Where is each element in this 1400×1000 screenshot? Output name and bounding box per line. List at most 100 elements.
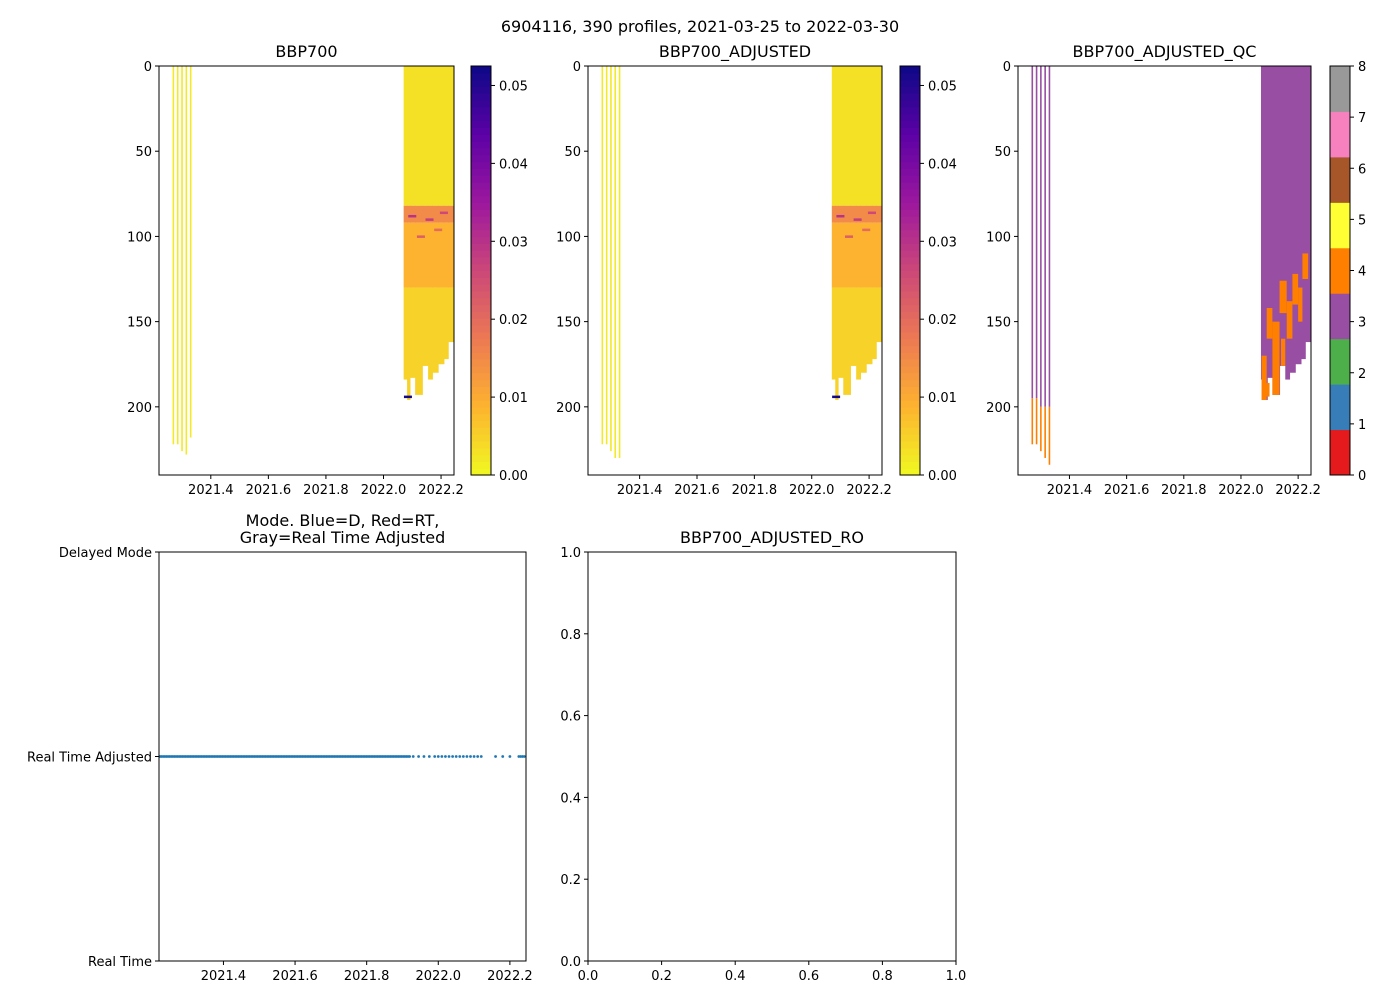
bbp700_adjusted-bloom-cell-7-3 [866, 287, 873, 365]
bbp700_adjusted-colorbar-segment [900, 270, 920, 278]
bbp700_adjusted-bloom-cell-9-2 [876, 222, 882, 288]
bbp700-colorbar-segment [471, 318, 491, 326]
mode-point [436, 755, 440, 758]
bbp700_adjusted-bloom-cell-3-1 [843, 205, 851, 223]
bbp700-bloom-cell-8-2 [443, 222, 449, 288]
bbp700-colorbar-segment [471, 440, 491, 449]
bbp700-bloom-cell-6-2 [432, 222, 439, 288]
bbp700_adjusted-bloom-cell-3-2 [843, 222, 851, 288]
bbp700-colorbar-segment [471, 93, 491, 101]
bbp700_adjusted_qc-colorbar-tick-label: 7 [1358, 111, 1366, 126]
bbp700_adjusted-colorbar-segment [900, 420, 920, 428]
bbp700_adjusted_qc-xtick-label: 2021.8 [1161, 483, 1207, 498]
bbp700-colorbar-segment [471, 202, 491, 210]
mode-point [458, 755, 462, 758]
bbp700-xtick-label: 2021.8 [303, 483, 349, 498]
bbp700_adjusted-colorbar-tick-label: 0.04 [928, 157, 957, 172]
bbp700-colorbar-segment [471, 215, 491, 224]
bbp700_adjusted_ro-xtick-label: 0.8 [872, 969, 893, 984]
bbp700_adjusted-colorbar-segment [900, 365, 920, 374]
mode-point [408, 755, 411, 758]
bbp700_adjusted-bloom-cell-3-0 [843, 66, 851, 206]
bbp700-colorbar-segment [471, 195, 491, 203]
figure-suptitle: 6904116, 390 profiles, 2021-03-25 to 202… [501, 17, 899, 36]
bbp700_adjusted-colorbar-segment [900, 372, 920, 381]
bbp700-colorbar-segment [471, 188, 491, 197]
mode-point [451, 755, 454, 758]
bbp700-profile-4 [189, 66, 192, 438]
bbp700-ytick-label: 50 [135, 145, 152, 160]
bbp700-colorbar-segment [471, 311, 491, 319]
bbp700_adjusted_qc-flag-patch-5 [1292, 273, 1299, 305]
bbp700_adjusted-bloom-cell-9-3 [876, 287, 882, 343]
mode-title-line-1: Mode. Blue=D, Red=RT, [246, 511, 440, 530]
bbp700_adjusted-colorbar-segment [900, 461, 920, 469]
bbp700_adjusted-bloom-cell-1-3 [835, 287, 839, 401]
bbp700_adjusted_qc-profile-0-shallow [1031, 66, 1034, 399]
bbp700_adjusted-colorbar-segment [900, 195, 920, 203]
bbp700-streak-0 [408, 214, 417, 218]
bbp700_adjusted-bloom-cell-0-2 [831, 222, 836, 288]
bbp700_adjusted-colorbar-segment [900, 147, 920, 156]
bbp700_adjusted-bloom-cell-8-2 [871, 222, 877, 288]
mode-title-line-2: Gray=Real Time Adjusted [240, 528, 446, 547]
bbp700-bloom-cell-7-0 [438, 66, 445, 206]
bbp700-colorbar-segment [471, 120, 491, 128]
bbp700-bloom-cell-8-0 [443, 66, 449, 206]
bbp700_adjusted-colorbar-tick-label: 0.02 [928, 313, 957, 328]
bbp700-bloom-cell-6-3 [432, 287, 439, 373]
bbp700_adjusted_qc-flag-patch-9 [1280, 338, 1286, 366]
bbp700-bloom-cell-0-1 [403, 205, 408, 223]
bbp700_adjusted_qc-profile-0-deep [1031, 398, 1034, 445]
mode-point [479, 755, 483, 758]
bbp700-streak-5 [403, 395, 412, 399]
bbp700_adjusted_qc-profile-1-shallow [1035, 66, 1038, 399]
mode-point [461, 755, 465, 758]
mode-point [469, 755, 472, 758]
bbp700-bloom-cell-3-0 [415, 66, 423, 206]
bbp700_adjusted-streak-5 [832, 395, 841, 399]
bbp700_adjusted_qc-xtick-label: 2022.0 [1218, 483, 1264, 498]
mode-point [522, 755, 526, 758]
bbp700_adjusted_ro-ytick-label: 0.8 [560, 628, 581, 643]
bbp700-bloom-cell-0-0 [403, 66, 408, 206]
bbp700-bloom-cell-3-2 [415, 222, 423, 288]
bbp700-colorbar-segment [471, 468, 491, 476]
bbp700_adjusted_qc-flag-patch-8 [1262, 382, 1270, 397]
bbp700-colorbar-segment [471, 427, 491, 435]
bbp700_adjusted-colorbar-segment [900, 154, 920, 163]
bbp700_adjusted-colorbar-segment [900, 188, 920, 197]
bbp700_adjusted-colorbar-segment [900, 290, 920, 299]
mode-point [411, 755, 415, 758]
bbp700-bloom-cell-9-0 [448, 66, 454, 206]
bbp700_adjusted-colorbar-segment [900, 297, 920, 306]
bbp700-colorbar-tick-label: 0.03 [499, 235, 528, 250]
bbp700-panel: 2021.4 2021.6 2021.8 2022.0 2022.2 0 50 100 150 2… [127, 42, 528, 498]
bbp700_adjusted-ytick-label: 100 [556, 230, 581, 245]
bbp700_adjusted-panel: 2021.4 2021.6 2021.8 2022.0 2022.2 0 50 100 150 2… [556, 42, 957, 498]
bbp700-colorbar-segment [471, 290, 491, 299]
bbp700_adjusted-bloom-cell-1-0 [835, 66, 839, 206]
bbp700_adjusted-bloom-cell-2-0 [838, 66, 844, 206]
bbp700-colorbar-tick-label: 0.04 [499, 157, 528, 172]
bbp700_adjusted-colorbar-segment [900, 331, 920, 340]
bbp700-colorbar-segment [471, 284, 491, 292]
bbp700_adjusted-colorbar-segment [900, 352, 920, 360]
bbp700_adjusted-bloom-cell-4-0 [850, 66, 857, 206]
bbp700_adjusted_qc-profile-1-deep [1035, 398, 1038, 445]
bbp700-colorbar-segment [471, 243, 491, 251]
bbp700-colorbar-segment [471, 386, 491, 394]
bbp700_adjusted_ro-ytick-label: 0.4 [560, 791, 581, 806]
bbp700-colorbar-segment [471, 100, 491, 108]
bbp700_adjusted_ro-xtick-label: 0.0 [578, 969, 599, 984]
bbp700-bloom-cell-8-3 [443, 287, 449, 360]
bbp700-ytick-label: 0 [144, 60, 152, 75]
bbp700_adjusted-bloom-cell-9-0 [876, 66, 882, 206]
mode-point [501, 755, 505, 758]
bbp700_adjusted-colorbar-segment [900, 236, 920, 244]
bbp700_adjusted-bloom-cell-0-1 [831, 205, 836, 223]
bbp700_adjusted-colorbar-segment [900, 106, 920, 115]
bbp700-bloom-cell-1-3 [407, 287, 411, 401]
bbp700_adjusted_qc-xtick-label: 2021.4 [1047, 483, 1093, 498]
bbp700_adjusted_qc-profile-3-deep [1044, 406, 1046, 458]
